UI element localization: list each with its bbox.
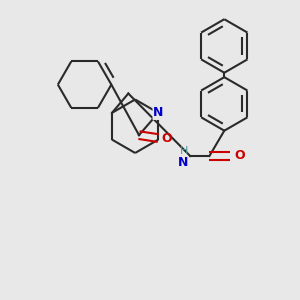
Text: O: O xyxy=(162,132,172,145)
Text: N: N xyxy=(153,106,164,119)
Text: O: O xyxy=(235,149,245,162)
Text: H: H xyxy=(180,146,189,156)
Text: N: N xyxy=(178,156,189,169)
